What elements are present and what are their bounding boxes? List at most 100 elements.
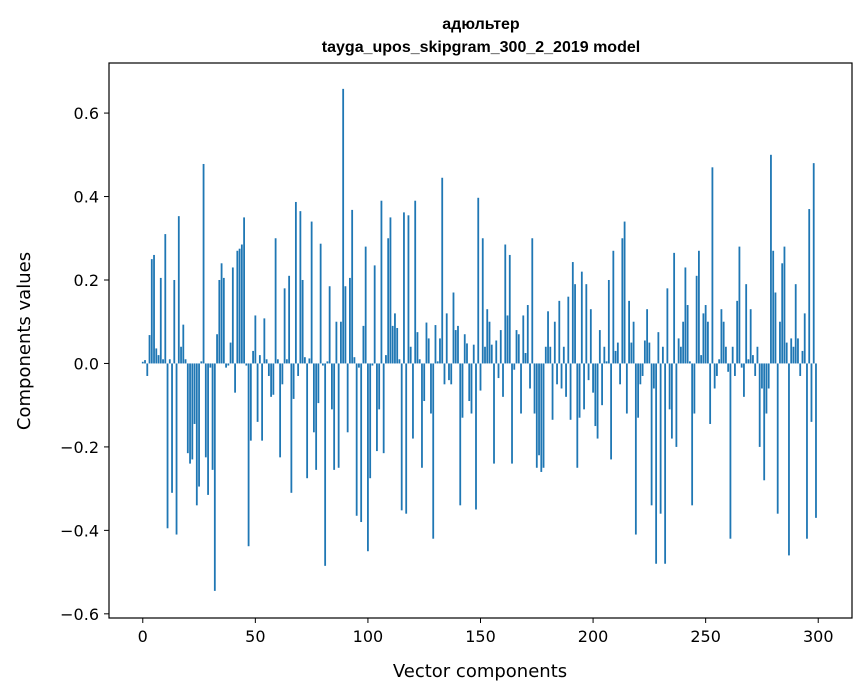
bar: [639, 363, 642, 385]
bar: [418, 359, 421, 364]
bar: [364, 246, 367, 364]
bar: [337, 363, 340, 468]
bar: [430, 363, 432, 414]
bar: [632, 321, 635, 364]
bar: [580, 271, 583, 364]
bar: [616, 342, 619, 364]
x-axis-ticks: 0 50 100 150 200 250 300: [138, 618, 834, 646]
bar: [175, 363, 178, 535]
plot-frame: [108, 62, 853, 619]
bar: [495, 340, 498, 364]
bar: [815, 363, 817, 518]
bar: [276, 359, 279, 364]
bar: [594, 363, 597, 427]
bar: [549, 346, 552, 364]
bar: [279, 363, 282, 458]
bar: [256, 363, 259, 422]
bar: [218, 279, 221, 364]
bar: [547, 311, 549, 364]
bar: [461, 363, 464, 418]
bar: [684, 267, 687, 364]
bar: [301, 279, 304, 364]
bar: [412, 363, 414, 439]
bar: [344, 286, 347, 364]
bar: [315, 363, 318, 470]
bar: [508, 254, 511, 364]
bar: [227, 363, 230, 366]
bar: [628, 300, 630, 364]
bar: [331, 363, 333, 410]
bar: [202, 163, 205, 364]
bar: [308, 358, 311, 364]
bar: [729, 363, 732, 539]
bar: [587, 363, 590, 381]
bar: [387, 238, 390, 364]
bar: [317, 363, 320, 404]
bar: [195, 363, 198, 506]
bar: [328, 286, 331, 364]
bar: [396, 327, 399, 364]
bar: [238, 248, 241, 364]
bar: [511, 363, 513, 464]
bar: [688, 361, 691, 364]
bar: [231, 267, 234, 364]
bar: [193, 363, 196, 424]
bar: [445, 313, 448, 364]
bar: [493, 363, 495, 464]
bar: [634, 363, 637, 535]
bar: [652, 363, 655, 389]
bar: [198, 363, 200, 487]
bar: [754, 363, 757, 376]
bar: [380, 200, 383, 364]
bar: [799, 363, 802, 376]
bar: [258, 355, 261, 364]
bar: [797, 338, 799, 364]
bar: [306, 363, 309, 479]
bar: [605, 361, 608, 364]
bar: [661, 346, 664, 364]
bar: [414, 200, 417, 364]
bar: [270, 363, 273, 397]
bar: [585, 284, 588, 364]
bar: [589, 309, 592, 364]
bar: [290, 363, 293, 493]
bar: [405, 363, 408, 514]
bar: [470, 363, 473, 414]
bar: [443, 363, 446, 385]
bar: [457, 325, 459, 364]
bar: [526, 305, 529, 364]
y-tick-label: −0.2: [60, 438, 99, 457]
bar: [475, 363, 477, 510]
bar: [499, 330, 502, 364]
bar: [254, 315, 257, 364]
bar: [675, 363, 678, 447]
bar: [150, 259, 153, 364]
bar: [333, 363, 336, 470]
bar: [736, 300, 739, 364]
bar: [761, 363, 763, 389]
bar: [220, 263, 223, 364]
bar: [765, 363, 768, 414]
bar: [441, 177, 444, 364]
bar: [267, 363, 270, 376]
bar: [783, 246, 786, 364]
bar: [216, 334, 218, 364]
bar: [691, 363, 694, 506]
bar: [340, 321, 342, 364]
bar: [610, 363, 612, 460]
bar: [488, 321, 491, 364]
bar: [159, 277, 162, 364]
y-tick-label: −0.6: [60, 605, 99, 624]
bar: [524, 353, 527, 364]
bar: [709, 363, 712, 424]
bar: [713, 363, 716, 389]
bar: [601, 363, 603, 406]
bar: [664, 363, 667, 564]
bar: [666, 288, 669, 364]
bar: [574, 284, 576, 364]
bar: [157, 355, 160, 364]
bar-series: [141, 88, 817, 591]
y-tick-label: −0.4: [60, 521, 99, 540]
bar: [263, 318, 266, 364]
bar: [403, 212, 405, 364]
